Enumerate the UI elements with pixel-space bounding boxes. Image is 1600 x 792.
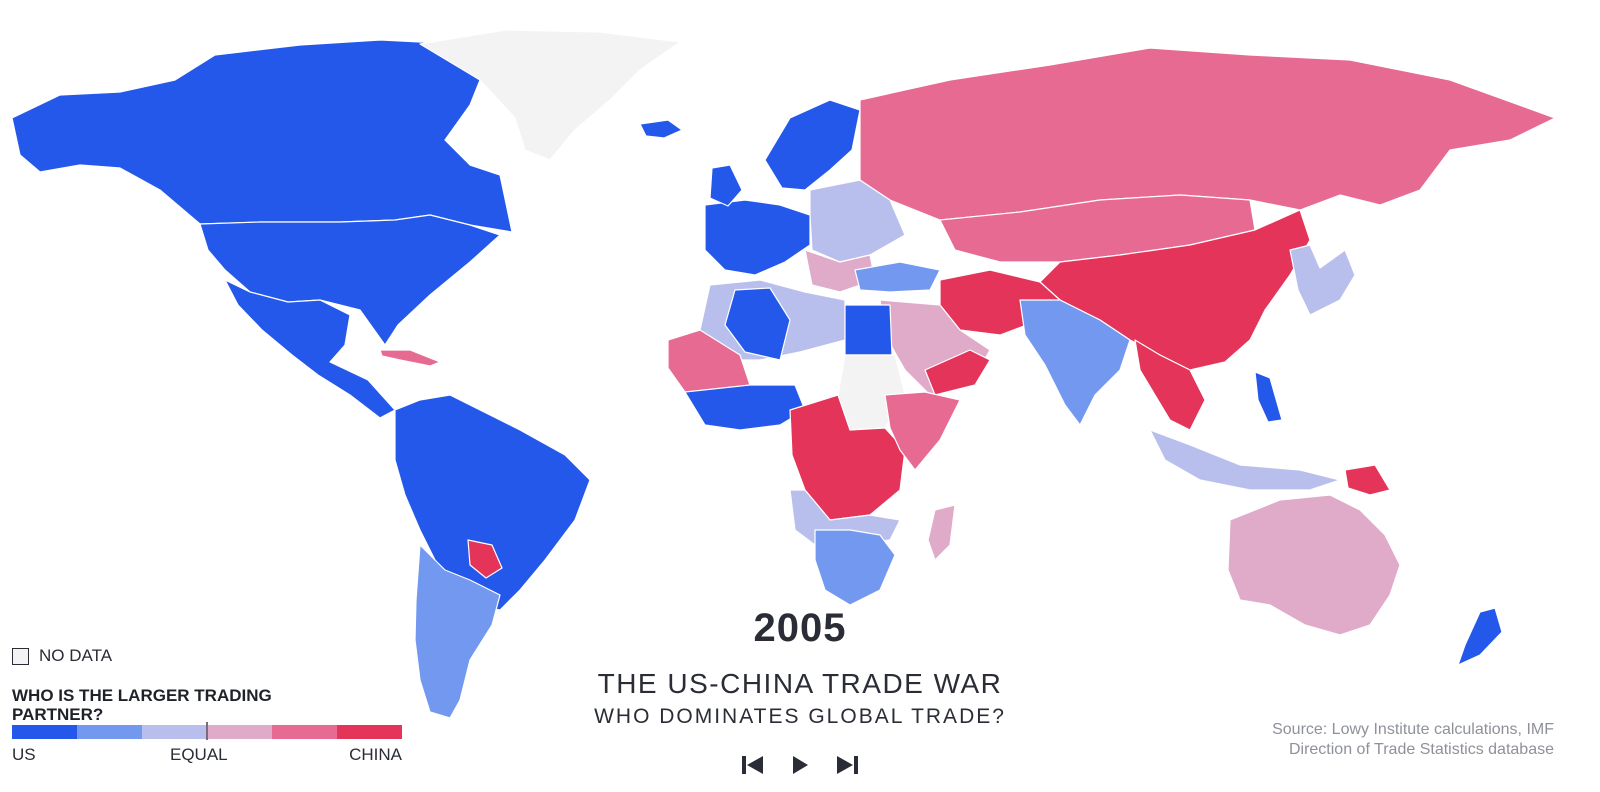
region-iceland[interactable] [639, 119, 683, 139]
region-western-europe[interactable] [704, 199, 811, 276]
region-philippines[interactable] [1254, 371, 1283, 423]
no-data-label: NO DATA [39, 646, 113, 665]
region-papua-new-guinea[interactable] [1344, 464, 1391, 496]
playback-controls [738, 752, 862, 778]
region-horn-of-africa[interactable] [884, 391, 961, 471]
year-label: 2005 [753, 606, 847, 650]
legend-equal-marker [206, 722, 208, 740]
region-uk[interactable] [709, 164, 743, 207]
source-line-1: Source: Lowy Institute calculations, IMF [1272, 721, 1554, 738]
region-yemen-oman[interactable] [924, 349, 991, 396]
region-turkey[interactable] [854, 261, 941, 293]
region-japan-korea[interactable] [1289, 244, 1356, 316]
legend-swatch-china-light [207, 725, 272, 739]
skip-next-button[interactable] [832, 752, 862, 778]
legend-swatch-us-mid [77, 725, 142, 739]
region-mexico-central-america[interactable] [224, 279, 396, 419]
region-egypt[interactable] [844, 304, 893, 356]
region-central-africa[interactable] [789, 394, 906, 521]
legend-swatch-china-mid [272, 725, 337, 739]
legend-swatch-us-light [142, 725, 207, 739]
map-title: THE US-CHINA TRADE WAR [597, 668, 1003, 699]
region-india[interactable] [1019, 299, 1131, 426]
region-indonesia[interactable] [1149, 429, 1341, 491]
legend-swatch-us [12, 725, 77, 739]
legend-scale-labels: US EQUAL CHINA [12, 745, 402, 765]
region-usa[interactable] [199, 214, 501, 346]
region-paraguay[interactable] [467, 539, 503, 579]
play-icon [793, 756, 808, 774]
legend-swatch-china [337, 725, 402, 739]
region-southeast-asia[interactable] [1134, 339, 1206, 431]
legend-label-china: CHINA [349, 745, 402, 764]
legend-title: WHO IS THE LARGER TRADING PARTNER? [12, 686, 272, 724]
region-greenland [419, 29, 681, 161]
legend-color-scale [12, 725, 402, 739]
legend-label-us: US [12, 745, 36, 764]
region-south-america-north[interactable] [394, 394, 591, 611]
no-data-swatch [12, 647, 29, 665]
skip-previous-button[interactable] [738, 752, 768, 778]
skip-previous-icon [742, 756, 763, 774]
source-note: Source: Lowy Institute calculations, IMF… [1134, 720, 1554, 760]
region-algeria[interactable] [724, 287, 791, 361]
map-subtitle: WHO DOMINATES GLOBAL TRADE? [594, 705, 1006, 728]
region-russia[interactable] [859, 47, 1556, 221]
source-line-2: Direction of Trade Statistics database [1288, 741, 1554, 758]
region-cuba[interactable] [379, 349, 441, 367]
region-australia[interactable] [1227, 494, 1401, 636]
region-new-zealand[interactable] [1457, 607, 1503, 666]
region-southern-africa[interactable] [814, 529, 896, 606]
region-canada-greenland-area[interactable] [11, 39, 513, 233]
region-argentina-chile[interactable] [414, 544, 501, 719]
region-scandinavia[interactable] [764, 99, 861, 191]
skip-next-icon [837, 756, 858, 774]
region-madagascar[interactable] [927, 504, 956, 561]
no-data-legend: NO DATA [12, 646, 112, 666]
legend-label-equal: EQUAL [170, 745, 228, 764]
region-west-africa[interactable] [684, 384, 806, 431]
play-button[interactable] [785, 752, 815, 778]
